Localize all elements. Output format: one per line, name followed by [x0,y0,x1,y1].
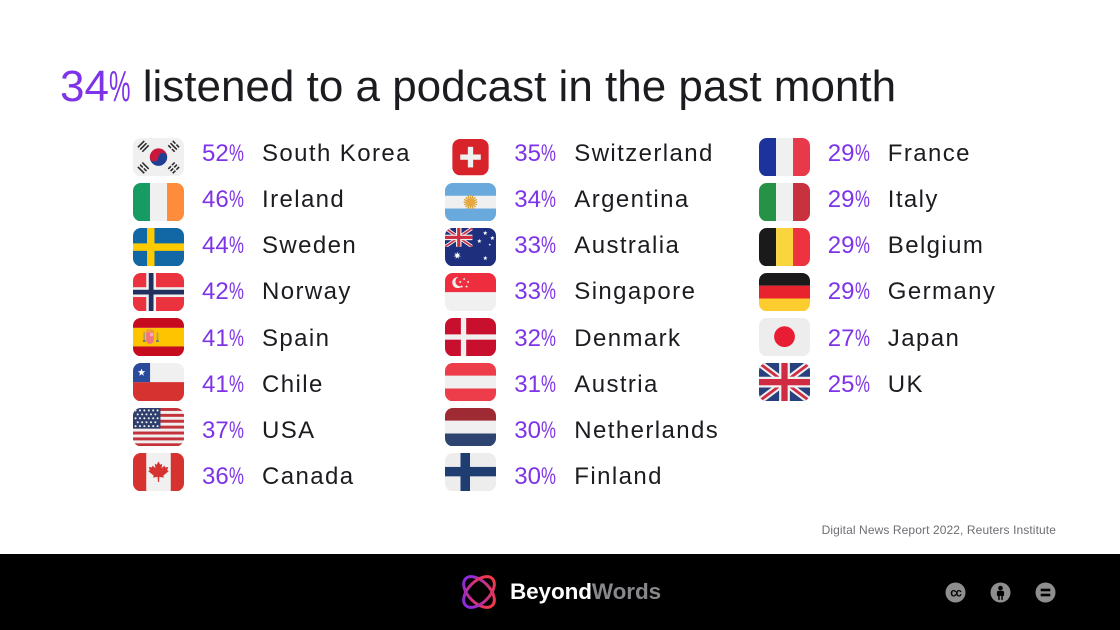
svg-text:cc: cc [950,588,962,600]
